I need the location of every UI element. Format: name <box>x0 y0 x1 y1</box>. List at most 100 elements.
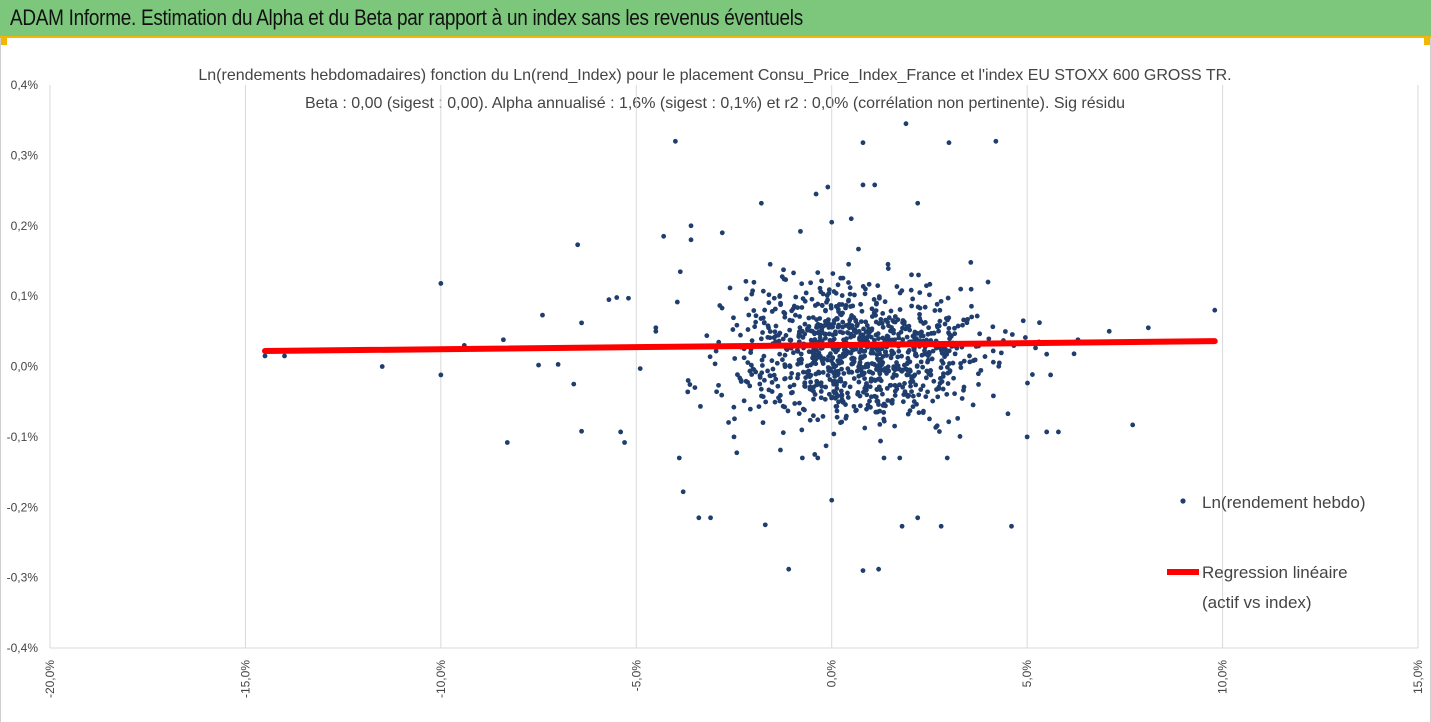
data-point <box>731 434 737 440</box>
data-point <box>797 314 803 319</box>
data-point <box>745 360 751 366</box>
data-point <box>939 350 945 356</box>
data-point <box>714 389 720 395</box>
data-point <box>923 375 929 381</box>
data-point <box>789 318 795 324</box>
data-point <box>438 281 444 286</box>
data-point <box>931 378 937 384</box>
data-point <box>782 352 788 358</box>
data-point <box>830 324 836 330</box>
data-point <box>835 282 841 288</box>
data-point <box>812 452 818 457</box>
data-point <box>846 298 851 304</box>
data-point <box>823 443 829 449</box>
data-point <box>571 381 577 387</box>
data-point <box>1044 429 1050 435</box>
data-point <box>993 138 999 144</box>
data-point <box>831 364 837 370</box>
data-point <box>834 316 839 321</box>
data-point <box>859 354 865 360</box>
data-point <box>818 395 824 401</box>
data-point <box>903 121 909 127</box>
data-point <box>869 326 875 332</box>
data-point <box>836 399 841 405</box>
data-point <box>817 335 823 341</box>
data-point <box>940 386 946 392</box>
data-point <box>957 434 963 439</box>
data-point <box>823 331 829 337</box>
data-point <box>859 365 865 370</box>
data-point <box>990 359 996 365</box>
data-point <box>753 313 759 319</box>
data-point <box>952 325 957 331</box>
data-point <box>845 395 851 400</box>
data-point <box>685 378 691 383</box>
data-point <box>847 317 853 323</box>
x-tick-label: -5,0% <box>629 660 643 692</box>
data-point <box>781 267 786 273</box>
data-point <box>831 431 837 437</box>
data-point <box>797 325 803 331</box>
data-point <box>978 367 984 373</box>
data-point <box>823 384 829 390</box>
data-point <box>835 347 840 353</box>
data-point <box>1106 328 1112 334</box>
data-point <box>969 303 974 309</box>
data-point <box>877 422 883 427</box>
data-point <box>907 359 913 365</box>
data-point <box>868 334 874 340</box>
data-point <box>886 368 892 374</box>
data-point <box>859 308 865 314</box>
data-point <box>834 386 840 391</box>
data-point <box>809 296 815 302</box>
data-point <box>795 361 801 367</box>
data-point <box>753 319 759 325</box>
data-point <box>819 302 825 308</box>
data-point <box>874 386 880 392</box>
data-point <box>922 320 928 325</box>
data-point <box>834 414 840 420</box>
data-point <box>936 384 942 390</box>
data-point <box>778 447 783 453</box>
data-point <box>925 357 931 363</box>
data-point <box>839 366 844 372</box>
data-point <box>862 376 867 381</box>
legend-label-regression-2: (actif vs index) <box>1202 593 1312 612</box>
data-point <box>819 384 825 389</box>
data-point <box>877 408 883 414</box>
data-point <box>877 351 883 357</box>
data-point <box>808 280 814 286</box>
data-point <box>811 388 816 394</box>
data-point <box>889 325 894 330</box>
data-point <box>758 200 764 206</box>
data-point <box>852 292 857 298</box>
data-point <box>799 281 805 287</box>
data-point <box>760 330 765 335</box>
data-point <box>890 318 896 323</box>
regression-line <box>261 338 1218 355</box>
data-point <box>787 337 793 343</box>
data-point <box>767 261 773 267</box>
data-point <box>805 326 810 332</box>
data-point <box>536 362 541 368</box>
data-point <box>1071 351 1077 357</box>
data-point <box>943 349 949 355</box>
data-point <box>934 423 940 429</box>
data-point <box>961 387 966 393</box>
data-point <box>687 382 693 387</box>
data-point <box>941 371 946 377</box>
data-point <box>761 320 767 325</box>
data-point <box>828 305 834 311</box>
data-point <box>895 354 901 360</box>
data-point <box>845 330 850 335</box>
data-point <box>867 398 872 404</box>
banner-corner-left <box>0 38 7 45</box>
data-point <box>877 295 882 301</box>
data-point <box>874 364 880 370</box>
data-point <box>865 361 871 367</box>
data-point <box>735 372 740 378</box>
data-point <box>888 308 894 314</box>
regression-line-group <box>261 338 1218 355</box>
data-point <box>834 403 840 409</box>
data-point <box>688 237 694 243</box>
